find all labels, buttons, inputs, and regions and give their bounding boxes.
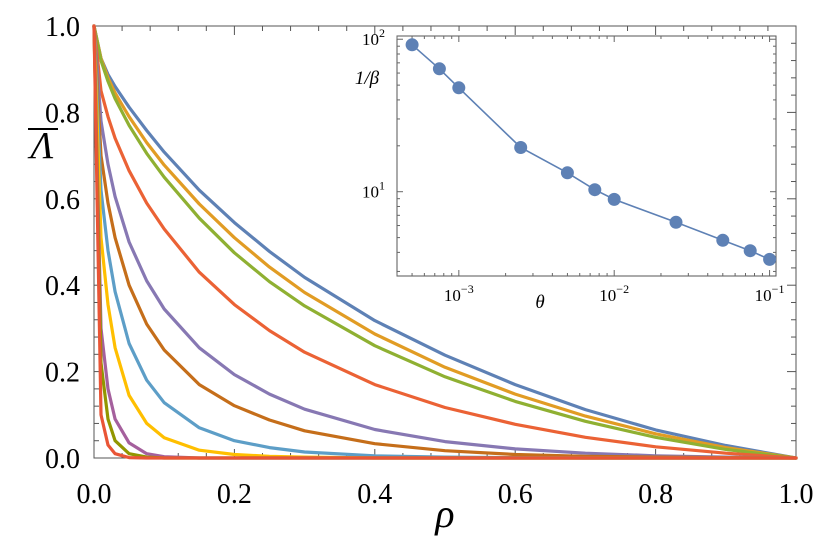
- inset-y-tick-label: 102: [362, 26, 385, 49]
- inset-chart: 10−3 10−2 10−1 101 102 θ 1/β: [355, 26, 785, 313]
- main-chart: 0.0 0.2 0.4 0.6 0.8 1.0 0.0 0.2 0.4 0.6 0.8 1.0 ρ Λ: [28, 12, 814, 536]
- main-x-axis-title: ρ: [433, 491, 454, 536]
- y-tick-label: 0.2: [45, 358, 80, 389]
- series-line-11: [92, 24, 798, 460]
- series-line-2: [92, 24, 798, 460]
- inset-y-axis-title: 1/β: [355, 68, 380, 89]
- inset-x-axis-title: θ: [535, 292, 544, 313]
- series-line-4: [92, 24, 798, 460]
- x-tick-label: 0.8: [638, 479, 673, 510]
- inset-x-tick-label: 10−2: [599, 282, 629, 305]
- inset-data-point: [514, 141, 528, 154]
- y-tick-label: 0.0: [45, 444, 80, 475]
- inset-y-tick-label: 101: [362, 179, 385, 202]
- inset-x-tick-label: 10−1: [755, 282, 785, 305]
- inset-data-point: [560, 166, 574, 180]
- main-lines: [92, 24, 798, 460]
- series-line-5: [92, 24, 798, 460]
- main-tick-labels: 0.0 0.2 0.4 0.6 0.8 1.0 0.0 0.2 0.4 0.6 0.8 1.0: [45, 12, 814, 510]
- y-tick-label: 1.0: [45, 12, 80, 43]
- y-tick-label: 0.8: [45, 98, 80, 129]
- inset-data-point: [607, 192, 621, 206]
- inset-x-tick-label: 10−3: [444, 282, 474, 305]
- inset-data-point: [716, 233, 730, 247]
- inset-data-point: [405, 38, 419, 52]
- inset-series: [405, 38, 777, 266]
- inset-data-point: [669, 215, 683, 229]
- main-y-axis-title: Λ: [28, 125, 54, 167]
- inset-data-point: [452, 81, 466, 95]
- inset-tick-labels: 10−3 10−2 10−1 101 102: [362, 26, 784, 305]
- x-tick-label: 0.6: [498, 479, 533, 510]
- y-tick-label: 0.6: [45, 185, 80, 216]
- x-tick-label: 0.0: [77, 479, 112, 510]
- x-tick-label: 0.4: [357, 479, 392, 510]
- inset-data-point: [588, 183, 602, 197]
- inset-ticks: [396, 36, 776, 276]
- series-line-3: [92, 24, 798, 460]
- inset-data-point: [763, 252, 777, 266]
- x-tick-label: 1.0: [779, 479, 814, 510]
- series-line-1: [92, 24, 798, 460]
- y-tick-label: 0.4: [45, 271, 80, 302]
- inset-data-point: [743, 244, 757, 258]
- inset-plot-frame: [396, 35, 777, 277]
- inset-data-point: [432, 62, 446, 76]
- x-tick-label: 0.2: [217, 479, 252, 510]
